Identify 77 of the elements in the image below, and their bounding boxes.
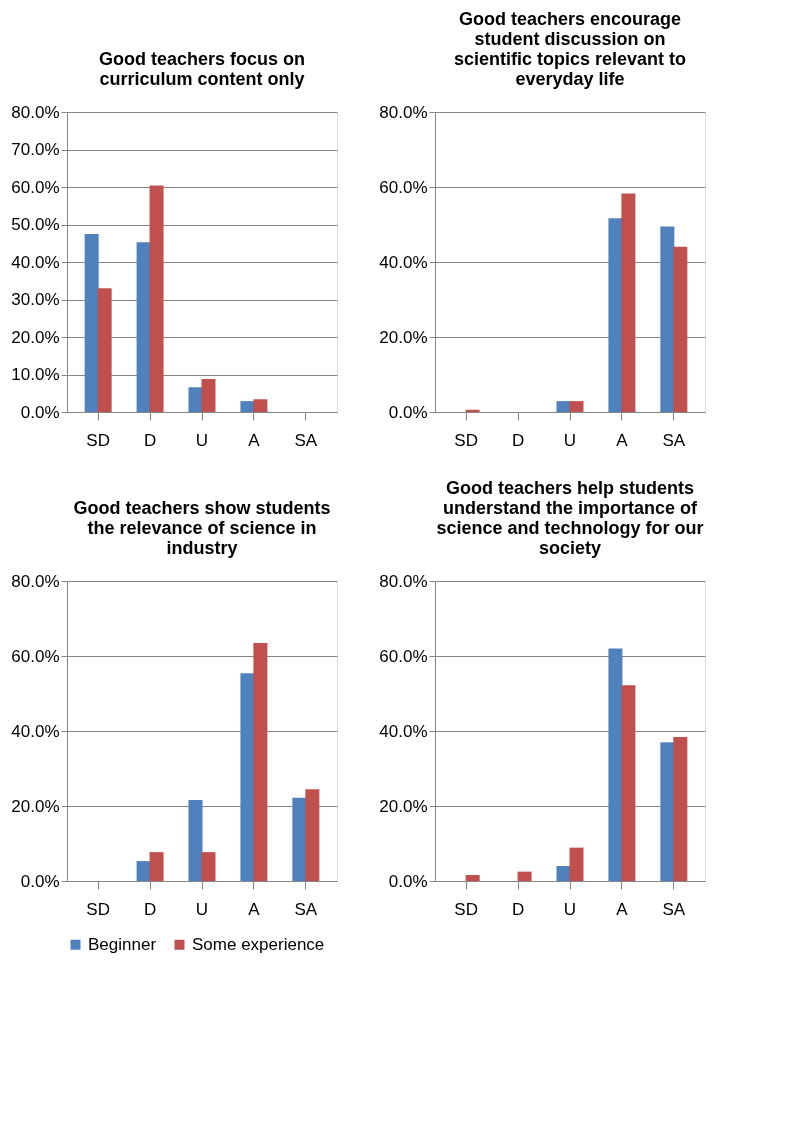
bar (149, 185, 164, 412)
x-tick-label: SD (86, 899, 110, 919)
y-tick-label: 20.0% (11, 796, 60, 816)
y-tick-label: 0.0% (388, 871, 428, 891)
x-tick-label: D (143, 899, 157, 919)
x-tick-label: A (616, 899, 629, 919)
bar (621, 193, 636, 412)
y-tick-label: 20.0% (379, 796, 428, 816)
x-tick-label: A (616, 430, 629, 450)
bar (673, 737, 688, 881)
y-tick-label: 10.0% (11, 365, 60, 384)
x-tick-label: U (195, 430, 209, 450)
bar (149, 852, 164, 881)
y-tick-label: 80.0% (379, 102, 428, 122)
bar (240, 673, 255, 881)
bar (465, 875, 480, 881)
bar (305, 789, 320, 881)
x-tick-label: A (248, 430, 261, 450)
x-tick-label: SD (454, 899, 478, 919)
bar (253, 399, 268, 412)
x-tick-label: U (195, 899, 209, 919)
bar (608, 648, 623, 881)
x-tick-label: U (563, 430, 577, 450)
chart-title: Good teachers show students the relevance of science in industry (73, 498, 331, 558)
y-tick-label: 0.0% (20, 871, 60, 891)
y-tick-label: 20.0% (11, 327, 60, 347)
bar (136, 242, 151, 412)
chart-title: Good teachers encourage student discussion on scientific topics relevant to everyday life (453, 9, 687, 89)
x-tick-label: SD (454, 430, 478, 450)
bar (188, 800, 203, 881)
bar (240, 401, 255, 412)
legend-label: Beginner (88, 934, 157, 954)
x-tick-label: SD (86, 430, 110, 450)
y-tick-label: 40.0% (379, 721, 428, 741)
y-tick-label: 0.0% (388, 402, 428, 422)
bar (84, 233, 99, 412)
y-tick-label: 80.0% (379, 571, 428, 591)
bar (660, 226, 675, 412)
y-tick-label: 30.0% (11, 290, 60, 309)
bar (136, 861, 151, 881)
bar (201, 379, 216, 412)
bar (292, 797, 307, 881)
y-tick-label: 0.0% (20, 402, 60, 422)
y-tick-label: 70.0% (11, 140, 60, 159)
bar (569, 401, 584, 412)
y-tick-label: 40.0% (11, 721, 60, 741)
chart-title: Good teachers focus on curriculum content only (98, 49, 306, 89)
bar (517, 871, 532, 881)
x-tick-label: SA (294, 899, 318, 919)
bar (97, 288, 112, 412)
x-tick-label: SA (662, 430, 686, 450)
y-tick-label: 50.0% (11, 215, 60, 234)
y-tick-label: 60.0% (379, 646, 428, 666)
bar (608, 218, 623, 412)
bar (253, 642, 268, 881)
legend-label: Some experience (192, 934, 325, 954)
y-tick-label: 40.0% (11, 252, 60, 272)
bar (660, 742, 675, 881)
x-tick-label: D (511, 899, 525, 919)
x-tick-label: D (511, 430, 525, 450)
y-tick-label: 20.0% (379, 327, 428, 347)
x-tick-label: D (143, 430, 157, 450)
y-tick-label: 60.0% (11, 177, 60, 197)
y-tick-label: 80.0% (11, 102, 60, 122)
x-tick-label: SA (294, 430, 318, 450)
chart-title: Good teachers help students understand the importance of science and technology for our society (436, 478, 704, 558)
x-tick-label: A (248, 899, 261, 919)
y-tick-label: 60.0% (379, 177, 428, 197)
bar (621, 685, 636, 881)
bar (569, 847, 584, 881)
y-tick-label: 40.0% (379, 252, 428, 272)
x-tick-label: U (563, 899, 577, 919)
bar (201, 852, 216, 881)
x-tick-label: SA (662, 899, 686, 919)
y-tick-label: 80.0% (11, 571, 60, 591)
y-tick-label: 60.0% (11, 646, 60, 666)
bar (673, 246, 688, 412)
